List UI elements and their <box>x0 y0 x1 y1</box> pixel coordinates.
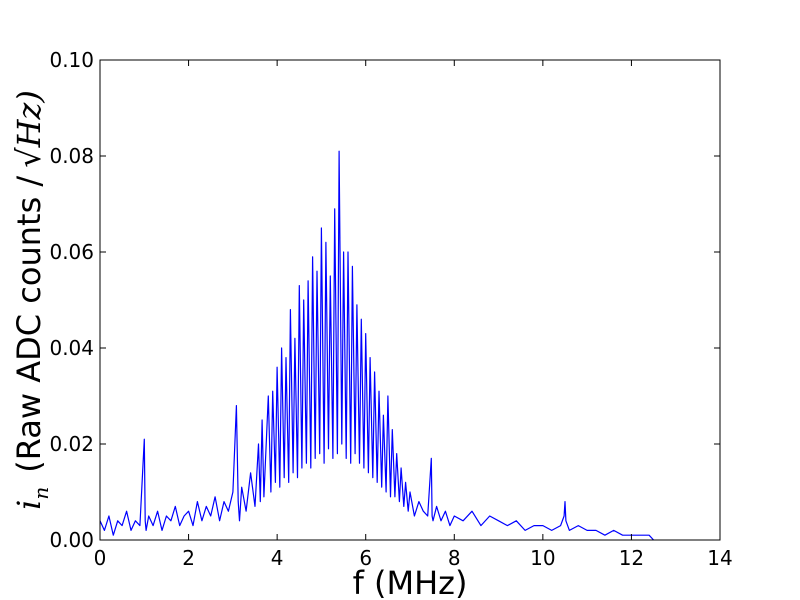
svg-text:in(Raw ADC counts /√Hz): in (Raw ADC counts / √Hz) <box>10 90 53 510</box>
x-tick-label: 2 <box>182 546 195 570</box>
y-tick-label: 0.06 <box>49 240 94 264</box>
y-axis-label-text: (Raw ADC counts / <box>10 176 48 473</box>
x-tick-label: 14 <box>707 546 732 570</box>
y-axis-label-subscript: n <box>29 487 53 500</box>
y-tick-label: 0.04 <box>49 336 94 360</box>
x-tick-label: 6 <box>359 546 372 570</box>
series-line <box>99 150 655 541</box>
plot-area <box>99 150 655 541</box>
y-tick-label: 0.08 <box>49 144 94 168</box>
y-tick-label: 0.02 <box>49 432 94 456</box>
x-tick-label: 8 <box>448 546 461 570</box>
x-axis: 0 2 4 6 8 10 12 14 <box>94 60 733 570</box>
y-axis-label-unit: Hz) <box>10 90 48 148</box>
y-tick-label: 0.10 <box>49 48 94 72</box>
y-axis: 0.00 0.02 0.04 0.06 0.08 0.10 <box>49 48 720 552</box>
y-axis-label-symbol: i <box>10 500 48 510</box>
x-tick-label: 4 <box>271 546 284 570</box>
x-tick-label: 12 <box>619 546 644 570</box>
plot-frame <box>99 59 721 541</box>
y-axis-label-sqrt: √ <box>10 147 48 168</box>
y-tick-label: 0.00 <box>49 528 94 552</box>
x-tick-label: 10 <box>530 546 555 570</box>
x-axis-label: f (MHz) <box>353 564 468 600</box>
x-tick-label: 0 <box>94 546 107 570</box>
y-axis-label: in (Raw ADC counts / √Hz) <box>10 90 53 510</box>
